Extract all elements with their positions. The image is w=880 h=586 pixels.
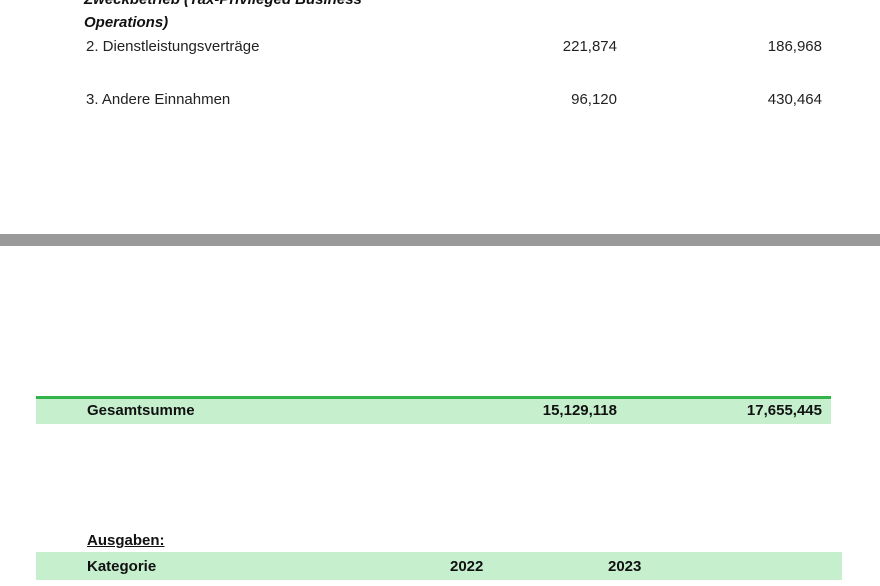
cell-other-income-2023: 430,464 bbox=[767, 91, 822, 108]
total-label: Gesamtsumme bbox=[87, 402, 195, 419]
section-heading-continued: Operations) bbox=[84, 14, 169, 31]
expenses-title: Ausgaben: bbox=[87, 532, 165, 549]
header-category: Kategorie bbox=[87, 558, 157, 575]
cell-service-contracts-2023: 186,968 bbox=[767, 38, 822, 55]
header-year-2023: 2023 bbox=[608, 558, 642, 575]
expenses-header-band bbox=[36, 552, 842, 580]
row-label-other-income: 3. Andere Einnahmen bbox=[86, 91, 231, 108]
cell-other-income-2022: 96,120 bbox=[571, 91, 617, 108]
total-2023: 17,655,445 bbox=[746, 402, 822, 419]
page-break-divider bbox=[0, 234, 880, 246]
total-row-band bbox=[36, 396, 831, 424]
header-year-2022: 2022 bbox=[450, 558, 484, 575]
section-heading: Zweckbetrieb (Tax-Privileged Business bbox=[84, 0, 362, 8]
cell-service-contracts-2022: 221,874 bbox=[562, 38, 617, 55]
total-2022: 15,129,118 bbox=[542, 402, 617, 419]
row-label-service-contracts: 2. Dienstleistungsverträge bbox=[86, 38, 260, 55]
